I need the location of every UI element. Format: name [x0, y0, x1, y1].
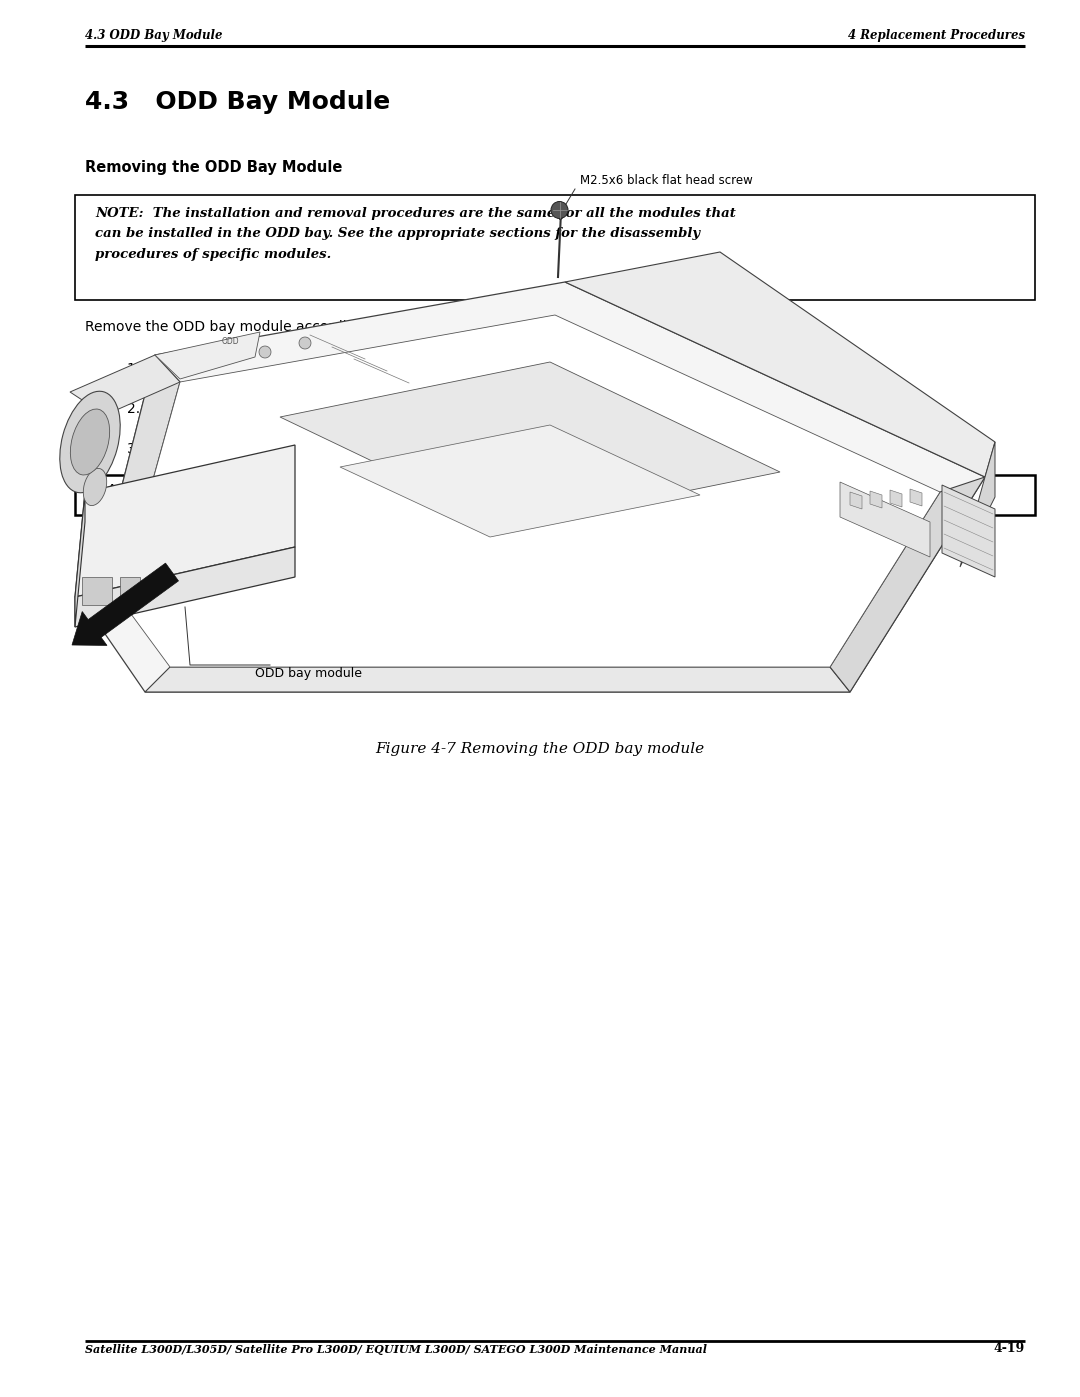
Text: ODD bay module: ODD bay module — [255, 666, 362, 680]
Circle shape — [259, 346, 271, 358]
Polygon shape — [340, 425, 700, 536]
Text: Turn the computer upside down.: Turn the computer upside down. — [156, 362, 379, 376]
Polygon shape — [75, 492, 85, 627]
Polygon shape — [75, 548, 295, 627]
Text: 4.3   ODD Bay Module: 4.3 ODD Bay Module — [85, 89, 390, 115]
Text: ODD: ODD — [221, 338, 239, 346]
Polygon shape — [910, 489, 922, 506]
FancyArrow shape — [72, 563, 178, 645]
Polygon shape — [942, 485, 995, 577]
Text: M2.5x6 black flat head screw: M2.5x6 black flat head screw — [580, 175, 753, 187]
Polygon shape — [565, 251, 995, 476]
Text: 1.: 1. — [126, 362, 140, 376]
Text: 2.: 2. — [126, 402, 140, 416]
Text: NOTE:  The installation and removal procedures are the same for all the modules : NOTE: The installation and removal proce… — [95, 207, 735, 261]
Polygon shape — [120, 314, 940, 666]
Circle shape — [551, 201, 568, 218]
Polygon shape — [870, 490, 882, 509]
Text: 4 Replacement Procedures: 4 Replacement Procedures — [848, 29, 1025, 42]
Polygon shape — [120, 577, 140, 605]
Polygon shape — [890, 490, 902, 507]
Polygon shape — [82, 577, 112, 605]
Ellipse shape — [83, 468, 107, 506]
Polygon shape — [145, 666, 850, 692]
Text: 3.: 3. — [126, 441, 140, 455]
Circle shape — [299, 337, 311, 349]
Text: Figure 4-7 Removing the ODD bay module: Figure 4-7 Removing the ODD bay module — [376, 742, 704, 756]
Polygon shape — [960, 441, 995, 567]
Text: Push out on the ODD bay module in the direction of the arrow.: Push out on the ODD bay module in the di… — [156, 441, 589, 455]
Text: 4.3 ODD Bay Module: 4.3 ODD Bay Module — [85, 29, 222, 42]
Polygon shape — [280, 362, 780, 527]
Polygon shape — [70, 355, 180, 415]
Polygon shape — [156, 332, 260, 379]
Text: Satellite L300D/L305D/ Satellite Pro L300D/ EQUIUM L300D/ SATEGO L300D Maintenan: Satellite L300D/L305D/ Satellite Pro L30… — [85, 1344, 707, 1355]
FancyBboxPatch shape — [75, 196, 1035, 300]
Text: Remove the ODD bay module according to the following procedures and Figures 4-7.: Remove the ODD bay module according to t… — [85, 320, 675, 334]
Text: Removing the ODD Bay Module: Removing the ODD Bay Module — [85, 161, 342, 175]
Polygon shape — [90, 282, 985, 692]
Polygon shape — [90, 355, 180, 612]
Text: CAUTION:  Handle the ODD bay module carefully it can become hot during operation: CAUTION: Handle the ODD bay module caref… — [95, 483, 767, 497]
Text: Remove the M2.5x6 black flat head screw.: Remove the M2.5x6 black flat head screw. — [156, 402, 449, 416]
Ellipse shape — [59, 391, 120, 493]
Text: 4-19: 4-19 — [994, 1343, 1025, 1355]
Polygon shape — [831, 476, 985, 692]
Polygon shape — [850, 492, 862, 509]
FancyBboxPatch shape — [75, 475, 1035, 515]
Ellipse shape — [70, 409, 110, 475]
Polygon shape — [840, 482, 930, 557]
Polygon shape — [75, 446, 295, 597]
